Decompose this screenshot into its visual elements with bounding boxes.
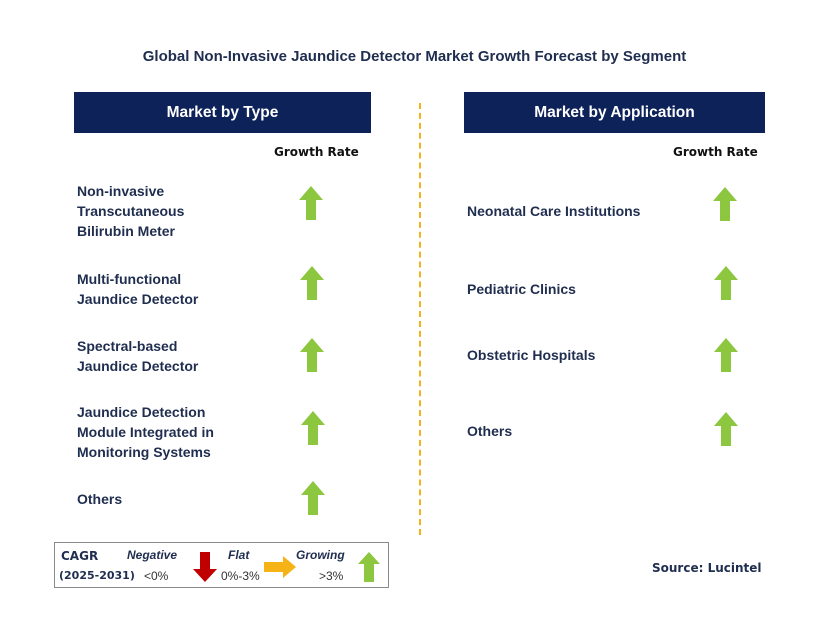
market-by-type-header: Market by Type	[74, 92, 371, 133]
legend-negative-range: <0%	[144, 569, 169, 583]
legend-growing-range: >3%	[319, 569, 344, 583]
legend-flat-range: 0%-3%	[221, 569, 260, 583]
source-note: Source: Lucintel	[652, 561, 762, 575]
panel-divider	[419, 103, 421, 535]
up-arrow-icon	[714, 338, 738, 372]
application-item-2: Obstetric Hospitals	[467, 347, 596, 363]
up-arrow-icon	[300, 266, 324, 300]
application-growth-rate-label: Growth Rate	[673, 145, 758, 159]
legend-growing-label: Growing	[296, 548, 345, 562]
market-by-application-header: Market by Application	[464, 92, 765, 133]
application-item-0: Neonatal Care Institutions	[467, 203, 641, 219]
legend-negative-label: Negative	[127, 548, 178, 562]
type-item-1: Multi-functional Jaundice Detector	[77, 271, 199, 307]
right-arrow-icon	[264, 556, 296, 578]
down-arrow-icon	[193, 552, 217, 582]
up-arrow-icon	[714, 266, 738, 300]
type-item-4: Others	[77, 491, 123, 507]
legend-flat-label: Flat	[228, 548, 250, 562]
type-item-2: Spectral-based Jaundice Detector	[77, 338, 199, 374]
legend-cagr-label: CAGR	[61, 549, 99, 563]
type-item-0: Non-invasive Transcutaneous Bilirubin Me…	[77, 183, 185, 239]
up-arrow-icon	[301, 411, 325, 445]
application-item-3: Others	[467, 423, 513, 439]
type-item-3: Jaundice Detection Module Integrated in …	[77, 404, 214, 460]
up-arrow-icon	[358, 552, 380, 582]
type-growth-rate-label: Growth Rate	[274, 145, 359, 159]
up-arrow-icon	[714, 412, 738, 446]
page-title: Global Non-Invasive Jaundice Detector Ma…	[142, 48, 687, 65]
cagr-legend: CAGR (2025-2031) Negative <0% Flat 0%-3%…	[54, 542, 389, 588]
legend-period: (2025-2031)	[59, 569, 135, 582]
up-arrow-icon	[299, 186, 323, 220]
up-arrow-icon	[300, 338, 324, 372]
up-arrow-icon	[713, 187, 737, 221]
application-item-1: Pediatric Clinics	[467, 281, 576, 297]
up-arrow-icon	[301, 481, 325, 515]
